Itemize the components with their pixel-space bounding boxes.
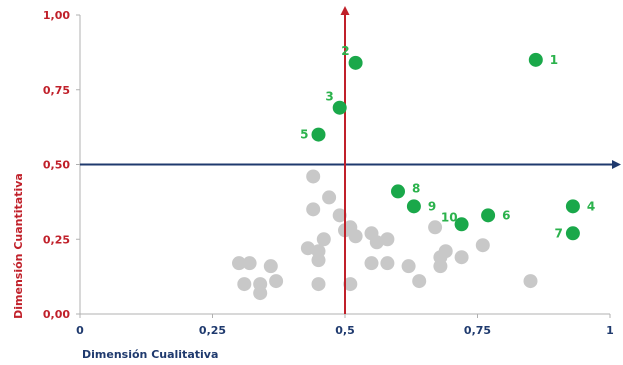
y-tick-label: 0,00	[43, 308, 70, 321]
highlight-point	[332, 100, 347, 115]
y-tick-labels: 0,00 0,25 0,50 0,75 1,00	[43, 9, 80, 321]
point-label: 3	[325, 90, 333, 104]
background-point	[332, 208, 347, 223]
background-point	[253, 286, 268, 301]
background-point	[433, 259, 448, 274]
background-point	[380, 256, 395, 271]
background-point	[523, 274, 538, 289]
y-axis-label: Dimensión Cuantitativa	[12, 173, 25, 319]
point-label: 6	[502, 208, 510, 222]
point-label: 7	[555, 226, 563, 240]
background-point	[311, 277, 326, 292]
point-label: 4	[587, 199, 595, 213]
y-tick-label: 0,75	[43, 84, 70, 97]
x-tick-labels: 0 0,25 0,5 0,75 1	[76, 314, 614, 337]
highlight-point	[528, 52, 543, 67]
background-point	[364, 256, 379, 271]
x-tick-label: 0,75	[464, 324, 491, 337]
point-label: 2	[341, 44, 349, 58]
x-tick-label: 1	[606, 324, 614, 337]
y-tick-label: 1,00	[43, 9, 70, 22]
background-point	[311, 253, 326, 268]
background-point	[428, 220, 443, 235]
background-point	[454, 250, 469, 265]
background-point	[401, 259, 416, 274]
x-tick-label: 0,5	[335, 324, 355, 337]
horizontal-arrow-head	[612, 160, 621, 169]
point-label: 10	[441, 210, 458, 224]
point-label: 8	[412, 181, 420, 195]
highlight-point	[565, 199, 580, 214]
point-label: 9	[428, 199, 436, 213]
background-point	[316, 232, 331, 247]
background-point	[306, 169, 321, 184]
highlight-point	[348, 55, 363, 70]
background-point	[300, 241, 315, 256]
highlight-point	[391, 184, 405, 199]
background-point	[232, 256, 246, 271]
background-point	[306, 202, 321, 217]
highlight-point	[565, 226, 580, 241]
y-tick-label: 0,50	[43, 159, 70, 172]
background-point	[369, 235, 384, 250]
background-point	[412, 274, 427, 289]
y-tick-label: 0,25	[43, 233, 70, 246]
point-label: 5	[300, 128, 308, 142]
x-axis-label: Dimensión Cualitativa	[82, 348, 218, 361]
background-point	[475, 238, 490, 253]
background-point	[269, 274, 284, 289]
highlight-point	[406, 199, 421, 214]
highlighted-points: 1 2 3 4 5 6 7 89 10	[300, 44, 595, 241]
background-point	[343, 277, 358, 292]
background-points	[232, 169, 538, 301]
background-point	[322, 190, 337, 205]
x-tick-label: 0,25	[199, 324, 226, 337]
highlight-point	[481, 208, 496, 223]
highlight-point	[454, 217, 469, 232]
point-label: 1	[550, 53, 558, 67]
background-point	[348, 229, 363, 244]
background-point	[237, 277, 252, 292]
highlight-point	[311, 127, 326, 142]
background-point	[242, 256, 257, 271]
vertical-arrow-head	[340, 6, 350, 15]
x-tick-label: 0	[76, 324, 84, 337]
background-point	[380, 232, 395, 247]
background-point	[263, 259, 278, 274]
